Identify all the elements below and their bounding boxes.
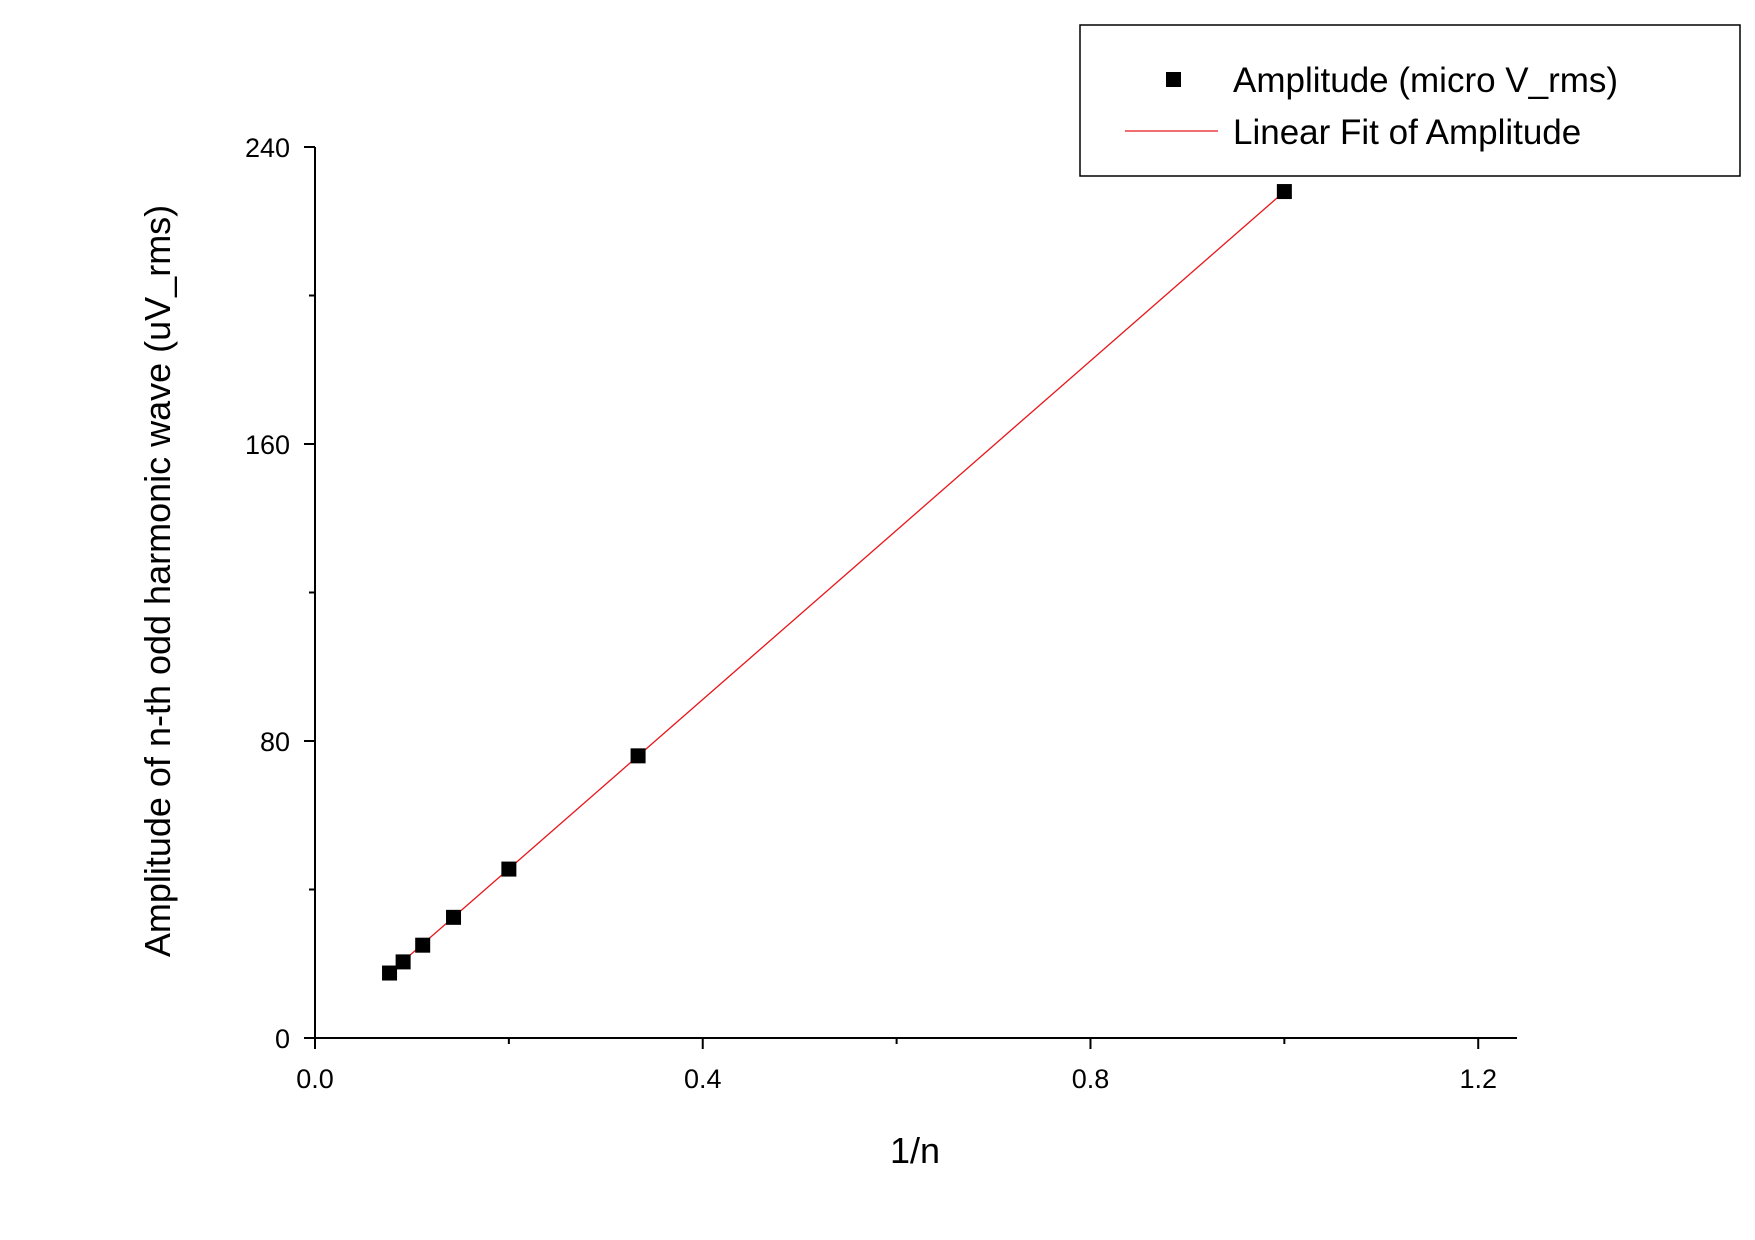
y-tick-label: 80 (260, 727, 290, 757)
data-point (382, 965, 398, 981)
plot-area (382, 184, 1292, 981)
legend-marker-square (1166, 72, 1181, 87)
data-point (630, 748, 646, 764)
data-point (1276, 184, 1292, 200)
x-tick-label: 0.4 (684, 1064, 722, 1094)
fit-line (389, 191, 1285, 974)
legend-label-amplitude: Amplitude (micro V_rms) (1233, 61, 1618, 100)
data-point (446, 909, 462, 925)
y-tick-label: 240 (245, 133, 290, 163)
y-axis-title: Amplitude of n-th odd harmonic wave (uV_… (137, 205, 178, 957)
axes: 0.0 0.4 0.8 1.2 0 80 160 240 (245, 133, 1517, 1094)
legend: Amplitude (micro V_rms) Linear Fit of Am… (1079, 24, 1741, 177)
x-tick-label: 0.0 (296, 1064, 334, 1094)
legend-label-linear-fit: Linear Fit of Amplitude (1233, 113, 1581, 152)
data-point (395, 954, 411, 970)
data-point (415, 937, 431, 953)
data-point (501, 861, 517, 877)
x-tick-label: 0.8 (1072, 1064, 1110, 1094)
x-axis-title: 1/n (890, 1130, 940, 1171)
legend-box (1079, 24, 1741, 177)
y-tick-label: 0 (275, 1024, 290, 1054)
x-tick-label: 1.2 (1459, 1064, 1497, 1094)
y-tick-label: 160 (245, 430, 290, 460)
